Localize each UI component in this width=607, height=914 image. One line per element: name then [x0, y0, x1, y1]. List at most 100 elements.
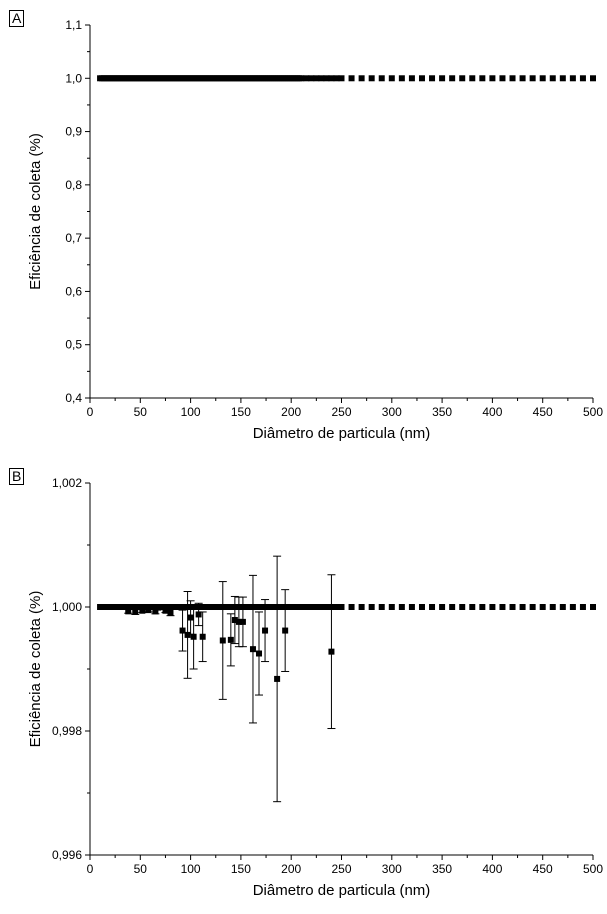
y-tick-label: 0,9 [65, 125, 82, 139]
data-point [231, 617, 238, 624]
data-point [529, 604, 536, 610]
data-point [262, 627, 269, 634]
data-point [199, 633, 206, 640]
data-point [418, 604, 425, 610]
data-point [429, 75, 436, 82]
data-point [318, 75, 325, 82]
x-tick-label: 100 [181, 405, 201, 419]
data-point [195, 611, 202, 618]
data-point [559, 604, 566, 610]
data-point [179, 627, 186, 634]
data-point [348, 75, 355, 82]
x-tick-label: 150 [231, 405, 251, 419]
data-point [308, 75, 315, 82]
data-point [358, 604, 365, 610]
data-point [378, 604, 385, 610]
panel-label-a: A [9, 10, 25, 27]
data-point [429, 604, 436, 610]
data-point [590, 604, 596, 610]
x-tick-label: 400 [482, 862, 502, 876]
data-point [328, 75, 335, 82]
chart-b: 0 50 100 150 200 250 300 350 400 450 500 0,996 0,998… [27, 476, 603, 899]
data-point [249, 646, 256, 653]
data-point [184, 631, 191, 638]
data-point [519, 75, 526, 82]
y-tick-label: 1,000 [52, 600, 82, 614]
x-tick-label: 100 [181, 862, 201, 876]
data-point [479, 604, 486, 610]
data-point [529, 75, 536, 82]
x-tick-label: 500 [583, 405, 603, 419]
data-point [489, 75, 496, 82]
y-tick-label: 1,002 [52, 476, 82, 490]
data-point [145, 607, 152, 614]
y-tick-label: 0,7 [65, 231, 82, 245]
data-point [539, 604, 546, 610]
data-point [459, 604, 466, 610]
data-point [235, 618, 242, 625]
x-tick-label: 300 [382, 405, 402, 419]
data-point [509, 75, 516, 82]
y-tick-label: 0,6 [65, 284, 82, 298]
y-tick-label: 0,996 [52, 848, 82, 862]
data-point [162, 607, 169, 614]
data-point [358, 75, 365, 82]
x-tick-label: 0 [87, 405, 94, 419]
data-point [313, 75, 320, 82]
x-tick-label: 350 [432, 405, 452, 419]
y-tick-label: 0,5 [65, 338, 82, 352]
y-tick-label: 1,0 [65, 71, 82, 85]
x-tick-label: 450 [533, 405, 553, 419]
data-point [338, 604, 345, 610]
data-point [274, 675, 281, 682]
data-point [459, 75, 466, 82]
x-tick-label: 350 [432, 862, 452, 876]
data-point [549, 75, 556, 82]
data-point [338, 75, 345, 82]
data-point [449, 604, 456, 610]
data-point [368, 604, 375, 610]
x-tick-label: 300 [382, 862, 402, 876]
data-point [333, 75, 340, 82]
chart-a: 0 50 100 150 200 250 300 350 400 450 500 0,4 0,5 0,6 0… [27, 18, 603, 442]
y-tick-label: 0,8 [65, 178, 82, 192]
data-point [398, 75, 405, 82]
data-point [368, 75, 375, 82]
data-point [125, 608, 132, 615]
data-point [590, 75, 596, 82]
data-point [227, 636, 234, 643]
data-point [303, 604, 310, 610]
panel-label-b: B [9, 468, 25, 485]
data-point [348, 604, 355, 610]
data-point [239, 618, 246, 625]
data-point [489, 604, 496, 610]
data-point [388, 604, 395, 610]
data-point [313, 604, 320, 610]
data-point [408, 604, 415, 610]
chart-panel-b: B 0 50 100 150 200 250 300 350 400 450 500 0,996 0,9… [0, 458, 607, 914]
data-point [559, 75, 566, 82]
data-point [539, 75, 546, 82]
x-axis-label: Diâmetro de particula (nm) [253, 882, 431, 899]
data-point [439, 604, 446, 610]
data-point [323, 604, 330, 610]
data-point [499, 604, 506, 610]
data-point [479, 75, 486, 82]
data-point [509, 604, 516, 610]
y-tick-label: 0,4 [65, 391, 82, 405]
data-point [333, 604, 340, 610]
data-point [378, 75, 385, 82]
x-tick-label: 50 [134, 862, 148, 876]
data-point [219, 637, 226, 644]
data-point [256, 650, 263, 657]
data-point [569, 604, 576, 610]
data-point [167, 609, 174, 616]
data-point [282, 627, 289, 634]
x-tick-label: 400 [482, 405, 502, 419]
data-point [579, 75, 586, 82]
data-point [469, 75, 476, 82]
data-point [323, 75, 330, 82]
data-point [398, 604, 405, 610]
data-point [318, 604, 325, 610]
x-tick-label: 250 [331, 405, 351, 419]
